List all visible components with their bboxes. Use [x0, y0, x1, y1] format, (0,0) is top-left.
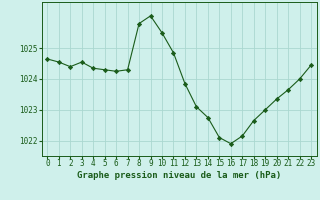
- X-axis label: Graphe pression niveau de la mer (hPa): Graphe pression niveau de la mer (hPa): [77, 171, 281, 180]
